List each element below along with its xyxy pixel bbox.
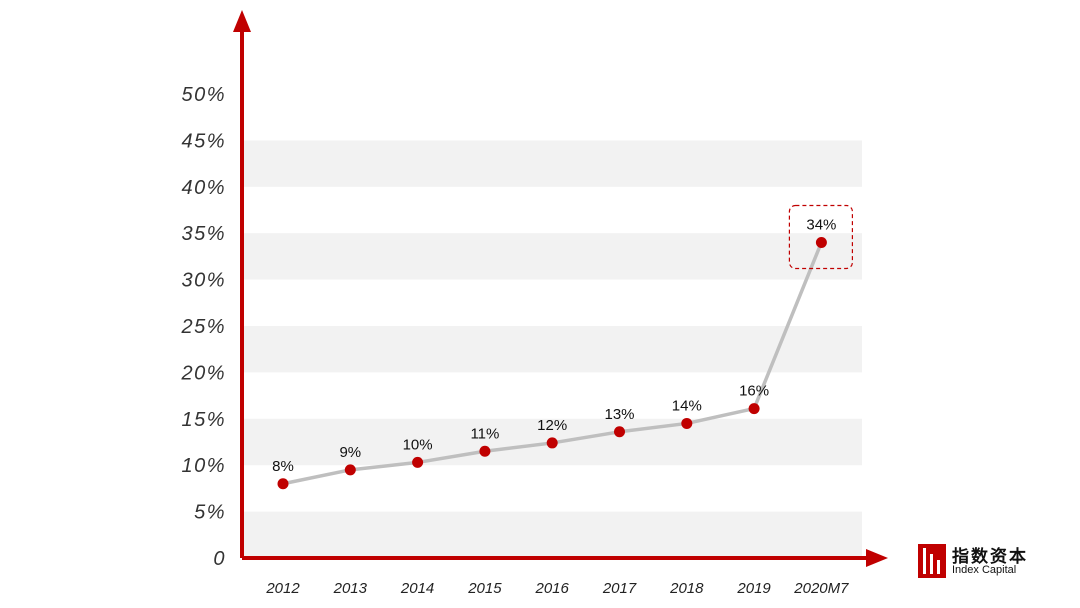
data-label: 13% [604, 406, 634, 423]
y-tick-label: 15% [181, 409, 226, 431]
y-tick-label: 25% [180, 316, 226, 338]
data-label: 10% [403, 436, 433, 453]
index-capital-logo: 指数资本 Index Capital [918, 542, 1068, 582]
x-tick-label: 2012 [265, 580, 300, 597]
x-tick-label: 2017 [602, 580, 637, 597]
y-tick-label: 0 [213, 548, 226, 570]
logo-mark-icon [918, 544, 946, 578]
y-tick-label: 35% [181, 223, 226, 245]
data-point-marker [277, 478, 289, 490]
highlight-box [788, 204, 854, 270]
y-tick-label: 50% [181, 84, 226, 106]
y-axis-arrow-icon [233, 10, 251, 32]
data-point-marker [412, 456, 424, 468]
y-tick-label: 45% [181, 130, 226, 152]
x-tick-label: 2014 [400, 580, 434, 597]
data-label: 8% [272, 458, 294, 475]
data-point-marker [614, 426, 625, 438]
y-tick-label: 20% [180, 362, 226, 384]
x-axis-arrow-icon [866, 549, 888, 567]
x-axis-ticks: 2012 2013 2014 2015 2016 2017 2018 2019 2020M7 [265, 580, 849, 597]
y-tick-label: 30% [181, 270, 226, 292]
y-axis-ticks: 0 5% 10% 15% 20% 25% 30% 35% 40% 45% 50% [180, 84, 226, 570]
data-point-marker [479, 445, 491, 457]
data-point-marker [815, 236, 827, 248]
x-tick-label: 2018 [669, 580, 704, 597]
y-tick-label: 10% [181, 455, 226, 477]
y-tick-label: 5% [194, 502, 226, 524]
logo-chinese-text: 指数资本 [952, 547, 1028, 567]
y-tick-label: 40% [181, 177, 226, 199]
x-tick-label: 2019 [736, 580, 771, 597]
data-point-marker [344, 464, 356, 476]
chart-axes [233, 10, 888, 567]
data-label: 12% [537, 417, 567, 434]
data-label: 9% [339, 444, 361, 461]
data-label: 14% [672, 397, 702, 414]
data-labels: 8% 9% 10% 11% 12% 13% 14% 16% 34% [272, 216, 836, 474]
highlight-dashed-box [788, 204, 854, 270]
data-point-marker [748, 403, 760, 415]
data-point-marker [546, 437, 558, 449]
background-band [242, 511, 862, 558]
data-point-marker [681, 417, 693, 429]
background-band [242, 140, 862, 187]
x-tick-label: 2020M7 [793, 580, 849, 597]
background-band [242, 233, 862, 280]
x-tick-label: 2013 [333, 580, 368, 597]
data-label: 11% [470, 425, 499, 442]
x-tick-label: 2015 [467, 580, 502, 597]
background-band [242, 326, 862, 373]
data-label: 34% [806, 216, 836, 233]
x-tick-label: 2016 [535, 580, 570, 597]
logo-english-text: Index Capital [952, 564, 1017, 576]
data-markers [277, 236, 827, 490]
data-label: 16% [739, 383, 769, 400]
background-bands [242, 140, 862, 558]
